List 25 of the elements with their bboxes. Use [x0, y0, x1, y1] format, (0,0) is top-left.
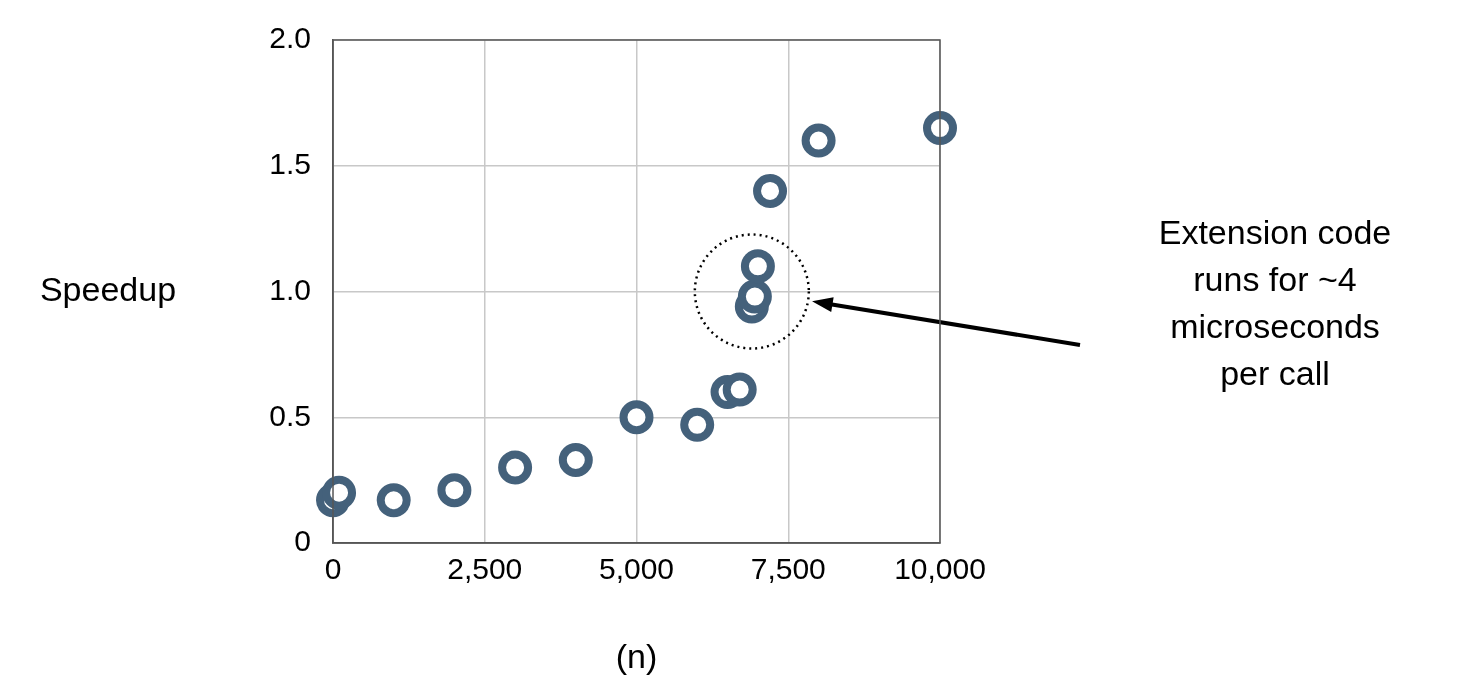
y-tick-label: 1.5 — [269, 147, 311, 181]
y-axis-title: Speedup — [39, 269, 177, 308]
point — [753, 173, 788, 208]
point — [322, 475, 357, 510]
x-tick-label: 0 — [324, 552, 342, 586]
y-tick-label: 0.5 — [269, 398, 311, 432]
point — [498, 450, 533, 485]
x-tick-label: 5,000 — [598, 552, 675, 586]
y-tick-label: 1.0 — [269, 272, 311, 306]
point — [619, 400, 654, 435]
point — [923, 111, 957, 146]
point — [558, 443, 593, 478]
point — [680, 407, 715, 442]
point — [801, 123, 836, 158]
point — [722, 372, 757, 407]
point — [437, 473, 472, 508]
x-axis-title: (n) — [615, 636, 658, 675]
x-tick-label: 10,000 — [894, 552, 986, 586]
text: Extension code runs for ~4 microseconds per call — [1158, 212, 1392, 392]
x-tick-label: 2,500 — [447, 552, 523, 586]
y-tick-label: 2.0 — [269, 21, 311, 55]
x-tick-label: 7,500 — [750, 552, 826, 586]
y-tick-label: 0 — [294, 524, 311, 558]
point — [376, 483, 411, 518]
point — [740, 249, 775, 284]
